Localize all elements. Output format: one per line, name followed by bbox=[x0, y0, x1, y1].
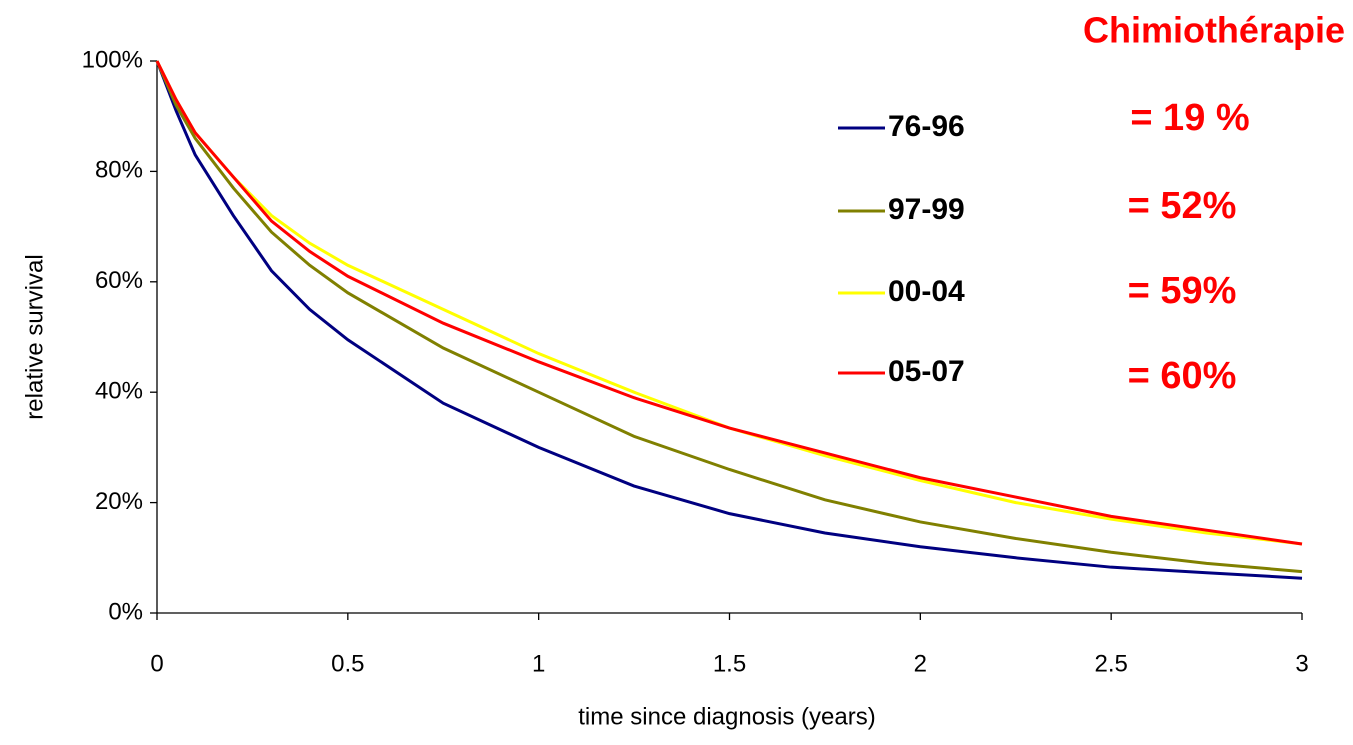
x-tick-label: 3 bbox=[1295, 650, 1308, 677]
y-tick-label: 0% bbox=[108, 598, 143, 625]
legend-label: 00-04 bbox=[888, 275, 965, 308]
legend-label: 76-96 bbox=[888, 110, 965, 143]
series-line bbox=[155, 60, 1303, 580]
annotation: = 52% bbox=[1128, 185, 1237, 227]
x-tick-label: 1.5 bbox=[713, 650, 746, 677]
y-tick-label: 40% bbox=[95, 378, 143, 405]
x-tick-label: 0.5 bbox=[331, 650, 364, 677]
x-tick-label: 1 bbox=[532, 650, 545, 677]
chart-title: Chimiothérapie bbox=[1083, 10, 1345, 51]
y-tick-label: 100% bbox=[82, 46, 143, 73]
x-axis-label: time since diagnosis (years) bbox=[578, 703, 875, 730]
legend-label: 05-07 bbox=[888, 355, 965, 388]
y-axis-label: relative survival bbox=[21, 254, 48, 419]
x-tick-label: 2 bbox=[914, 650, 927, 677]
x-tick-label: 0 bbox=[150, 650, 163, 677]
annotation: = 60% bbox=[1128, 355, 1237, 397]
series-line bbox=[155, 60, 1303, 546]
series-line bbox=[155, 60, 1303, 574]
x-tick-label: 2.5 bbox=[1094, 650, 1127, 677]
y-tick-label: 20% bbox=[95, 488, 143, 515]
annotation: = 19 % bbox=[1130, 97, 1249, 139]
annotation: = 59% bbox=[1128, 270, 1237, 312]
y-tick-label: 80% bbox=[95, 157, 143, 184]
y-tick-label: 60% bbox=[95, 267, 143, 294]
legend-label: 97-99 bbox=[888, 193, 965, 226]
